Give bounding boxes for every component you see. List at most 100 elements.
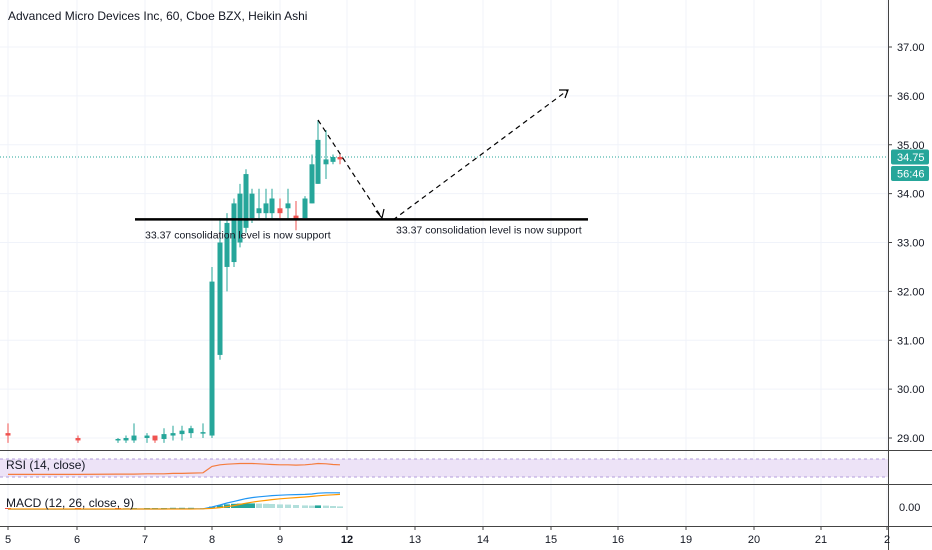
price-tick-label: 29.00 bbox=[897, 433, 925, 445]
macd-signal-line bbox=[8, 493, 341, 510]
candle-body bbox=[302, 198, 308, 219]
price-tick-label: 30.00 bbox=[897, 384, 925, 396]
projection-down-line bbox=[317, 119, 383, 219]
candle[interactable] bbox=[269, 188, 275, 219]
time-tick-label: 12 bbox=[341, 534, 353, 546]
rsi-label: RSI (14, close) bbox=[6, 458, 85, 472]
candle-body bbox=[144, 435, 150, 438]
candle-body bbox=[217, 242, 223, 355]
candle[interactable] bbox=[188, 425, 194, 438]
candle[interactable] bbox=[309, 154, 315, 204]
current-price-text: 34.75 bbox=[897, 152, 925, 164]
macd-hist-bar bbox=[323, 505, 329, 508]
candle-body bbox=[249, 193, 255, 219]
candle[interactable] bbox=[131, 423, 137, 443]
candle-body bbox=[263, 203, 269, 214]
price-tick-label: 37.00 bbox=[897, 42, 925, 54]
time-axis[interactable]: 5 6 7 8 9 12 13 14 15 16 19 20 21 2 bbox=[5, 526, 890, 546]
macd-hist-bar bbox=[217, 505, 223, 508]
macd-hist-bar bbox=[315, 505, 321, 508]
candle-body bbox=[243, 174, 249, 228]
projection-up-line bbox=[392, 89, 569, 221]
candle-body bbox=[337, 156, 343, 160]
candle[interactable] bbox=[144, 433, 150, 443]
macd-hist-bar bbox=[309, 505, 315, 508]
macd-hist-bar bbox=[337, 506, 343, 508]
candle[interactable] bbox=[277, 198, 283, 219]
time-tick-label: 14 bbox=[477, 534, 489, 546]
candle-body bbox=[323, 159, 329, 165]
chart-title: Advanced Micro Devices Inc, 60, Cboe BZX… bbox=[8, 9, 307, 23]
macd-hist-bar bbox=[269, 504, 275, 508]
candle[interactable] bbox=[224, 213, 230, 292]
price-tick-label: 33.00 bbox=[897, 238, 925, 250]
candle[interactable] bbox=[330, 154, 336, 165]
candle-body bbox=[123, 438, 129, 441]
candle-body bbox=[200, 432, 206, 434]
candle-body bbox=[188, 428, 194, 434]
candle[interactable] bbox=[200, 423, 206, 438]
candle-body bbox=[315, 139, 321, 184]
rsi-band bbox=[0, 459, 888, 477]
candle-body bbox=[269, 198, 275, 214]
countdown-badge bbox=[891, 165, 929, 181]
candle-body bbox=[75, 438, 81, 441]
candle[interactable] bbox=[302, 196, 308, 219]
candle[interactable] bbox=[256, 188, 262, 219]
macd-label: MACD (12, 26, close, 9) bbox=[6, 496, 134, 510]
candle-body bbox=[152, 435, 158, 441]
candle[interactable] bbox=[217, 218, 223, 360]
candle[interactable] bbox=[337, 154, 343, 165]
macd-hist-bar bbox=[249, 503, 255, 508]
price-tick-label: 34.00 bbox=[897, 189, 925, 201]
candle-body bbox=[293, 215, 299, 221]
price-axis[interactable]: 37.00 36.00 35.00 34.00 33.00 32.00 31.00 30.00… bbox=[888, 42, 925, 445]
projection-arrows[interactable] bbox=[317, 89, 569, 221]
time-tick-label: 6 bbox=[74, 534, 80, 546]
candle[interactable] bbox=[170, 425, 176, 441]
projection-down-arrowhead bbox=[375, 208, 385, 220]
projection-up-arrowhead bbox=[559, 89, 569, 99]
candle-body bbox=[277, 208, 283, 214]
candle[interactable] bbox=[179, 425, 185, 441]
macd-hist-bar bbox=[256, 503, 262, 508]
candle[interactable] bbox=[263, 188, 269, 219]
candle[interactable] bbox=[152, 435, 158, 443]
candle[interactable] bbox=[293, 200, 299, 231]
candle[interactable] bbox=[315, 120, 321, 184]
candle[interactable] bbox=[123, 435, 129, 443]
time-tick-label: 13 bbox=[409, 534, 421, 546]
candle[interactable] bbox=[243, 169, 249, 233]
time-tick-label: 5 bbox=[5, 534, 11, 546]
macd-hist-bar bbox=[302, 505, 308, 508]
candle-body bbox=[170, 433, 176, 436]
time-tick-label: 20 bbox=[748, 534, 760, 546]
macd-hist-bar bbox=[243, 503, 249, 508]
macd-hist-bar bbox=[285, 504, 291, 508]
price-pane[interactable] bbox=[0, 0, 888, 450]
macd-hist-bar bbox=[277, 504, 283, 508]
rsi-line bbox=[8, 462, 341, 475]
candle[interactable] bbox=[115, 438, 121, 443]
candle[interactable] bbox=[285, 188, 291, 219]
macd-hist-bar bbox=[293, 505, 299, 508]
support-label-right: 33.37 consolidation level is now support bbox=[396, 224, 582, 236]
candle[interactable] bbox=[209, 266, 215, 438]
candle[interactable] bbox=[249, 188, 255, 223]
candle[interactable] bbox=[231, 198, 237, 267]
candle[interactable] bbox=[161, 428, 167, 443]
time-tick-label: 9 bbox=[277, 534, 283, 546]
time-tick-label: 15 bbox=[545, 534, 557, 546]
countdown-text: 56:46 bbox=[897, 168, 925, 180]
candle[interactable] bbox=[75, 435, 81, 443]
price-tick-label: 36.00 bbox=[897, 91, 925, 103]
candle-body bbox=[161, 434, 167, 439]
macd-hist-bar bbox=[330, 506, 336, 508]
candle-body bbox=[256, 208, 262, 214]
candles[interactable] bbox=[5, 120, 343, 443]
candle-body bbox=[224, 222, 230, 267]
candle[interactable] bbox=[237, 183, 243, 248]
candle[interactable] bbox=[323, 130, 329, 179]
candle[interactable] bbox=[5, 423, 11, 443]
